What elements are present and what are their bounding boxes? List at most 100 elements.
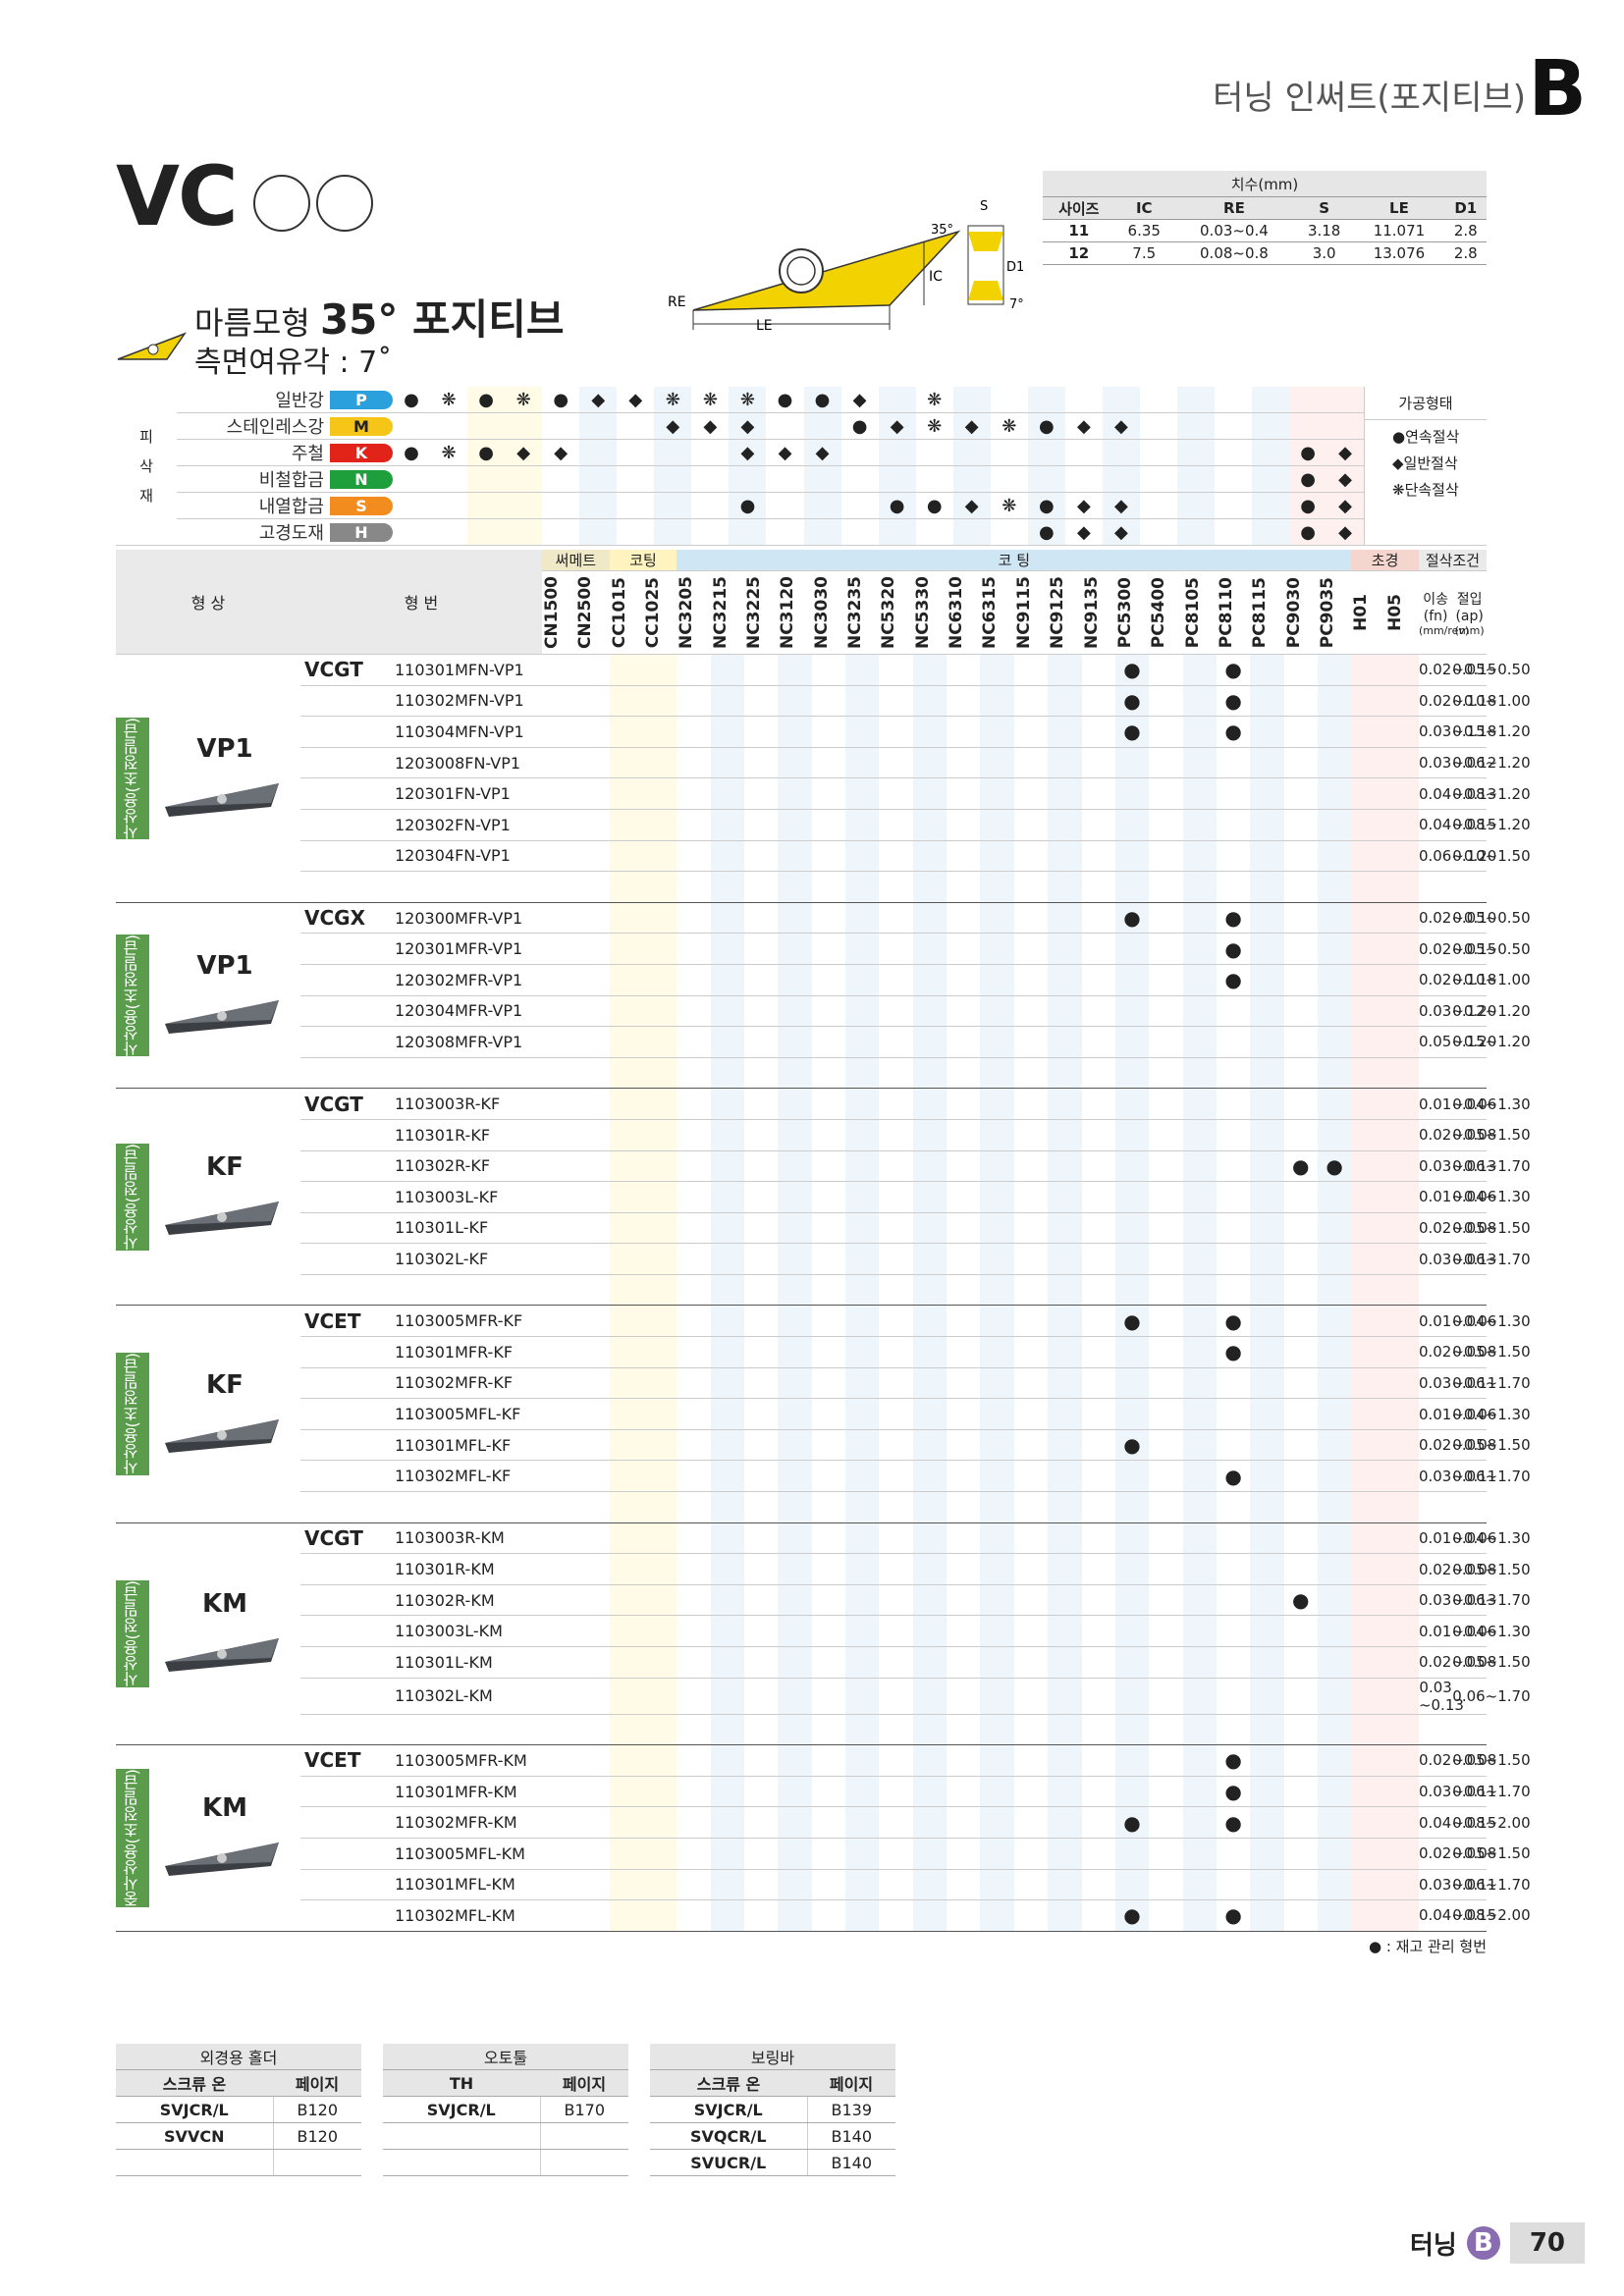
grade-cell — [1216, 1057, 1251, 1090]
grade-cell — [879, 1212, 913, 1245]
grade-cell — [744, 1429, 779, 1462]
material-grade-cell — [1102, 465, 1140, 493]
grade-cell — [1250, 840, 1284, 873]
grade-cell — [912, 1150, 947, 1183]
grade-cell — [1081, 1057, 1115, 1090]
grade-cell — [1048, 1646, 1082, 1679]
material-grade-cell — [1252, 492, 1290, 519]
cond-value: 0.06~0.20 — [1418, 840, 1496, 873]
grade-cell — [912, 902, 947, 934]
type-code-cell: VCET 1103005MFR-KF — [300, 1305, 542, 1338]
grade-cell — [845, 902, 880, 934]
grade-cell — [980, 747, 1014, 779]
grade-cell — [1114, 809, 1150, 841]
grade-cell: ● — [1216, 685, 1251, 718]
grade-cell — [542, 964, 576, 996]
grade-cell — [1081, 1212, 1115, 1245]
dim-cell: 2.8 — [1444, 219, 1487, 242]
grade-cell — [845, 747, 880, 779]
grade-cell — [1250, 1026, 1284, 1058]
diagram-label-d1: D1 — [1006, 260, 1024, 275]
material-grade-cell: ● — [1289, 465, 1327, 493]
cond-value: 0.05~1.50 — [1452, 1336, 1531, 1368]
grade-cell — [947, 1243, 981, 1275]
grade-cell — [1384, 1744, 1419, 1777]
grade-name: CN2500 — [575, 570, 610, 655]
grade-cell — [1351, 1491, 1385, 1523]
grade-cell — [677, 1646, 711, 1679]
grade-name: NC9135 — [1081, 570, 1115, 655]
grade-cell — [643, 1274, 677, 1307]
grade-cell — [1283, 1776, 1318, 1808]
material-grade-cell: ◆ — [542, 439, 580, 466]
grade-cell — [609, 1243, 644, 1275]
grade-cell — [912, 1615, 947, 1647]
cond-value: 0.10~1.00 — [1452, 964, 1531, 996]
grade-cell — [1149, 747, 1183, 779]
grade-cell — [980, 1491, 1014, 1523]
stock-note: ● : 재고 관리 형번 — [1368, 1938, 1487, 1955]
grade-cell — [1114, 871, 1150, 903]
grade-cell — [879, 1398, 913, 1430]
grade-cell — [643, 1869, 677, 1901]
grade-cell — [1283, 1398, 1318, 1430]
grade-cell — [1317, 1522, 1352, 1555]
grade-cell — [575, 1460, 610, 1493]
grade-cell — [1081, 1615, 1115, 1647]
material-grade-cell — [430, 465, 468, 493]
cond-value: 0.08~2.00 — [1452, 1806, 1531, 1839]
material-badge: H — [330, 522, 393, 542]
grade-cell — [575, 1899, 610, 1932]
grade-name: NC3215 — [710, 570, 745, 655]
holder-code — [383, 2122, 541, 2150]
material-grade-cell — [1139, 439, 1177, 466]
material-grade-cell — [803, 465, 841, 493]
grade-cell — [1384, 685, 1419, 718]
type-code: 120300MFR-VP1 — [395, 908, 523, 928]
grade-cell — [1351, 1553, 1385, 1585]
grade-cell — [1351, 1336, 1385, 1368]
grade-cell — [575, 1088, 610, 1120]
grade-cell — [575, 685, 610, 718]
grade-cell — [609, 933, 644, 965]
diagram-label-s: S — [980, 199, 988, 214]
material-grade-cell — [1289, 412, 1327, 440]
grade-cell — [1317, 1305, 1352, 1338]
cond-value — [1418, 1057, 1453, 1090]
grade-cell — [1250, 1838, 1284, 1870]
cond-value: 0.05~0.50 — [1452, 902, 1531, 934]
grade-cell — [575, 1367, 610, 1400]
grade-cell — [710, 933, 745, 965]
type-code-cell: 110302R-KM — [300, 1584, 542, 1617]
material-grade-cell: ◆ — [1326, 492, 1365, 519]
material-grade-cell — [840, 492, 879, 519]
grade-cell — [1283, 1838, 1318, 1870]
grade-cell — [1013, 995, 1049, 1028]
material-grade-cell — [542, 518, 580, 546]
grade-cell — [1351, 747, 1385, 779]
material-grade-cell: ◆ — [1326, 465, 1365, 493]
table-row: 110301R-KF 0.02~0.08 0.05~1.50 — [116, 1119, 1531, 1151]
grade-cell — [1182, 654, 1217, 686]
type-code-cell: 1103003L-KM — [300, 1615, 542, 1647]
grade-cell — [575, 840, 610, 873]
grade-cell — [980, 1057, 1014, 1090]
grade-cell — [609, 716, 644, 748]
grade-cell — [811, 964, 846, 996]
application-label: 사상용(초정밀급) KF — [116, 1305, 300, 1523]
grade-cell — [811, 1899, 846, 1932]
grade-cell — [845, 1460, 880, 1493]
holder-code: SVJCR/L — [116, 2096, 274, 2123]
grade-cell — [1351, 1776, 1385, 1808]
grade-cell — [677, 995, 711, 1028]
grade-cell — [609, 1615, 644, 1647]
material-grade-cell: ● — [1027, 492, 1065, 519]
grade-cell — [677, 1088, 711, 1120]
grade-cell — [542, 1553, 576, 1585]
grade-cell — [1048, 1806, 1082, 1839]
grade-cell — [1216, 1553, 1251, 1585]
cond-value: 0.08~1.20 — [1452, 777, 1531, 810]
grade-cell — [1182, 1243, 1217, 1275]
grade-cell — [845, 995, 880, 1028]
grade-cell — [912, 777, 947, 810]
